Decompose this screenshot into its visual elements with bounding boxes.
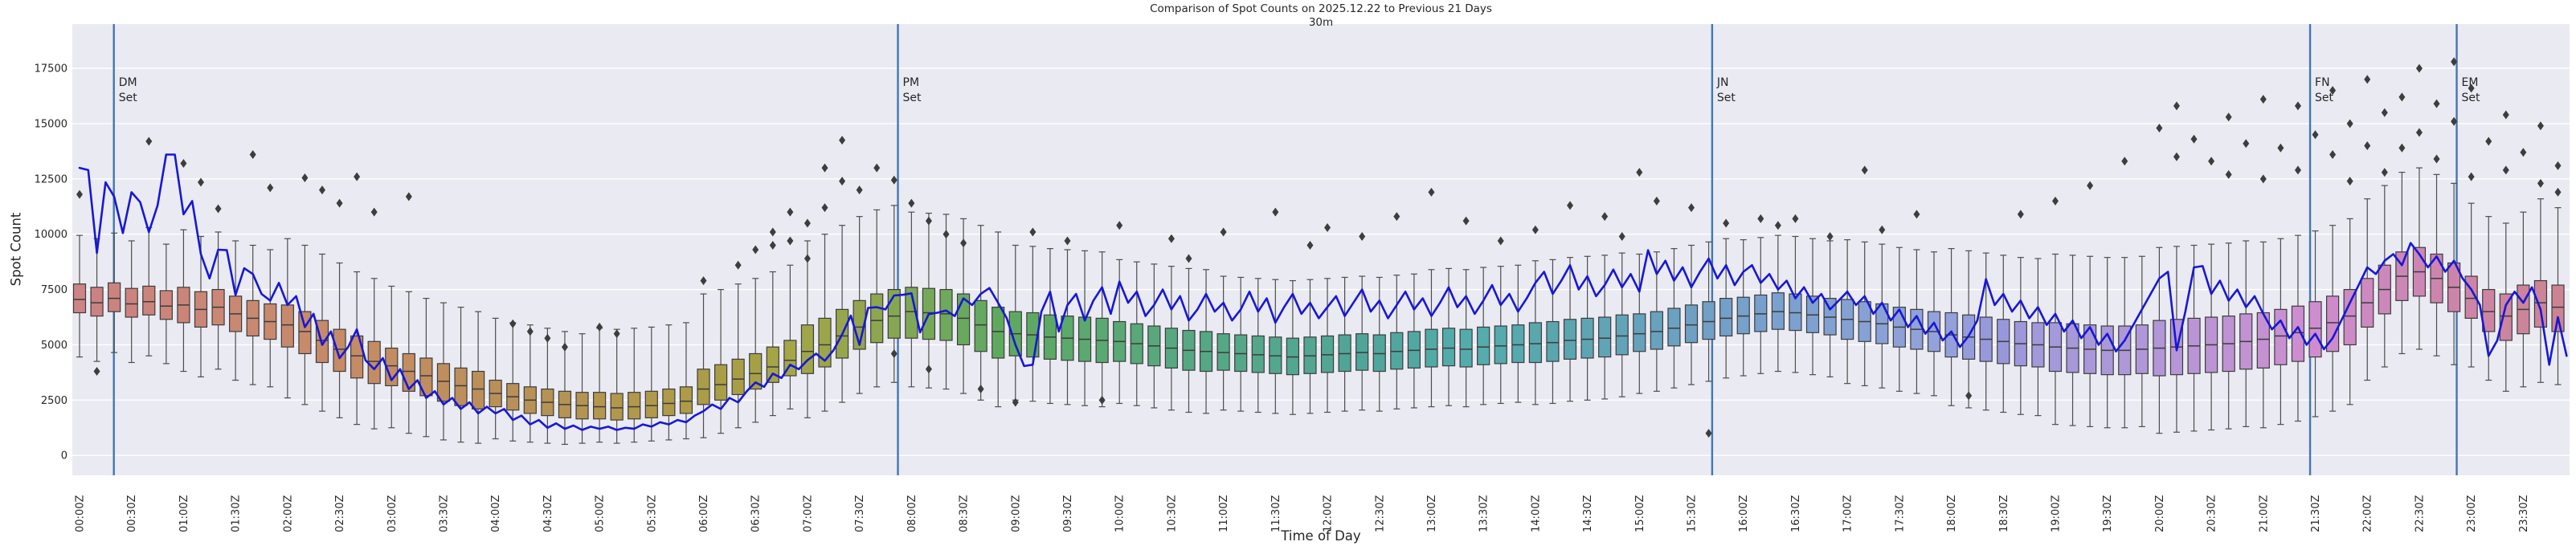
svg-text:09:00Z: 09:00Z — [1010, 495, 1022, 532]
svg-text:03:00Z: 03:00Z — [386, 495, 399, 532]
event-label: PM — [903, 76, 920, 89]
svg-text:01:00Z: 01:00Z — [178, 495, 190, 532]
svg-text:21:00Z: 21:00Z — [2258, 495, 2270, 532]
svg-text:5000: 5000 — [41, 340, 67, 352]
svg-text:02:30Z: 02:30Z — [334, 495, 346, 532]
svg-text:16:00Z: 16:00Z — [1738, 495, 1750, 532]
event-label: Set — [119, 92, 138, 104]
svg-text:12500: 12500 — [35, 173, 67, 185]
chart-header: Comparison of Spot Counts on 2025.12.22 … — [1150, 2, 1492, 30]
svg-text:12:30Z: 12:30Z — [1374, 495, 1386, 532]
svg-text:10:30Z: 10:30Z — [1166, 495, 1178, 532]
event-label: Set — [2462, 92, 2481, 104]
x-tick-labels: 00:00Z 00:30Z 01:00Z 01:30Z 02:00Z 02:30Z 03:0… — [75, 495, 2530, 532]
svg-text:17:00Z: 17:00Z — [1842, 495, 1854, 532]
boxplot-series — [72, 167, 2565, 446]
svg-text:13:00Z: 13:00Z — [1426, 495, 1438, 532]
svg-text:0: 0 — [61, 450, 67, 462]
svg-text:13:30Z: 13:30Z — [1478, 495, 1490, 532]
event-label: Set — [1717, 92, 1736, 104]
svg-text:16:30Z: 16:30Z — [1790, 495, 1802, 532]
event-lines: DM Set PM Set JN Set FN Set EM Set — [112, 24, 2481, 475]
svg-text:06:30Z: 06:30Z — [750, 495, 763, 532]
svg-text:05:00Z: 05:00Z — [595, 495, 607, 532]
svg-text:00:00Z: 00:00Z — [75, 495, 87, 532]
chart-subtitle: 30m — [1308, 16, 1334, 29]
svg-text:14:30Z: 14:30Z — [1582, 495, 1594, 532]
event-label: Set — [903, 92, 922, 104]
x-axis-title: Time of Day — [1281, 528, 1361, 544]
chart-title: Comparison of Spot Counts on 2025.12.22 … — [1150, 2, 1492, 15]
outlier-points — [76, 57, 2562, 438]
svg-text:20:00Z: 20:00Z — [2154, 495, 2166, 532]
svg-text:08:00Z: 08:00Z — [906, 495, 918, 532]
svg-text:15:00Z: 15:00Z — [1634, 495, 1646, 532]
svg-text:17500: 17500 — [35, 63, 67, 75]
y-tick-labels: 0 2500 5000 7500 10000 12500 15000 17500 — [35, 63, 67, 462]
svg-text:15:30Z: 15:30Z — [1687, 495, 1699, 532]
svg-text:23:30Z: 23:30Z — [2518, 495, 2530, 532]
event-label: FN — [2315, 76, 2330, 89]
event-label: DM — [119, 76, 137, 89]
svg-text:00:30Z: 00:30Z — [126, 495, 138, 532]
today-line — [78, 153, 2568, 431]
svg-text:11:00Z: 11:00Z — [1218, 495, 1230, 532]
event-label: EM — [2462, 76, 2479, 89]
svg-text:22:00Z: 22:00Z — [2362, 495, 2374, 532]
svg-text:01:30Z: 01:30Z — [231, 495, 243, 532]
svg-text:15000: 15000 — [35, 118, 67, 130]
svg-text:06:00Z: 06:00Z — [698, 495, 710, 532]
svg-text:04:30Z: 04:30Z — [542, 495, 554, 532]
svg-text:09:30Z: 09:30Z — [1062, 495, 1074, 532]
svg-text:07:00Z: 07:00Z — [802, 495, 814, 532]
svg-text:22:30Z: 22:30Z — [2414, 495, 2426, 532]
svg-text:21:30Z: 21:30Z — [2310, 495, 2322, 532]
svg-text:19:30Z: 19:30Z — [2102, 495, 2114, 532]
svg-text:20:30Z: 20:30Z — [2206, 495, 2218, 532]
svg-text:08:30Z: 08:30Z — [959, 495, 971, 532]
plot-area — [72, 24, 2570, 475]
y-axis-title: Spot Count — [8, 212, 24, 287]
svg-text:03:30Z: 03:30Z — [438, 495, 450, 532]
svg-text:02:00Z: 02:00Z — [282, 495, 294, 532]
svg-text:11:30Z: 11:30Z — [1270, 495, 1282, 532]
svg-text:10:00Z: 10:00Z — [1114, 495, 1126, 532]
svg-text:10000: 10000 — [35, 229, 67, 241]
svg-text:17:30Z: 17:30Z — [1894, 495, 1906, 532]
svg-text:7500: 7500 — [41, 284, 67, 296]
svg-text:2500: 2500 — [41, 395, 67, 407]
svg-text:18:30Z: 18:30Z — [1998, 495, 2010, 532]
svg-text:12:00Z: 12:00Z — [1323, 495, 1335, 532]
svg-text:04:00Z: 04:00Z — [490, 495, 502, 532]
svg-text:19:00Z: 19:00Z — [2050, 495, 2062, 532]
svg-text:07:30Z: 07:30Z — [854, 495, 866, 532]
svg-text:18:00Z: 18:00Z — [1946, 495, 1958, 532]
svg-text:05:30Z: 05:30Z — [646, 495, 658, 532]
svg-text:14:00Z: 14:00Z — [1530, 495, 1542, 532]
svg-text:23:00Z: 23:00Z — [2466, 495, 2478, 532]
event-label: Set — [2315, 92, 2334, 104]
event-label: JN — [1716, 76, 1729, 89]
